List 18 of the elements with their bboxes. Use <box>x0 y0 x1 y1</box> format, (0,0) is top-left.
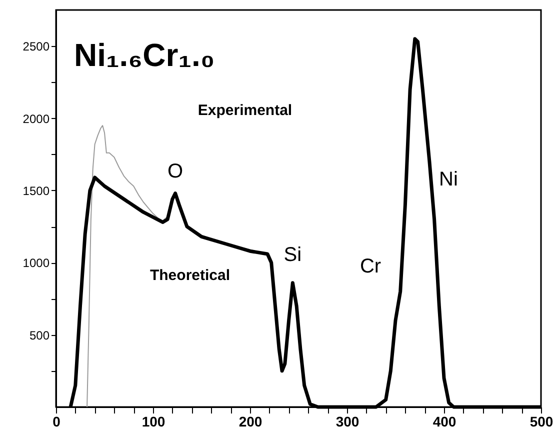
x-tick-label: 200 <box>238 414 262 430</box>
annotation: Cr <box>360 255 382 278</box>
y-tick-label: 2000 <box>22 112 50 126</box>
annotation: Ni <box>439 168 458 191</box>
annotation: Si <box>284 244 302 266</box>
x-tick-label: 0 <box>52 414 61 430</box>
annotation: Theoretical <box>150 267 230 284</box>
x-tick-label: 300 <box>336 414 360 430</box>
y-tick-label: 1500 <box>22 184 50 198</box>
x-tick-label: 500 <box>530 414 554 430</box>
y-tick-label: 2500 <box>22 40 50 54</box>
annotation: Experimental <box>198 102 292 119</box>
text: Ni₁.₆Cr₁.₀ <box>74 37 215 73</box>
x-tick-label: 400 <box>432 414 456 430</box>
y-tick-label: 500 <box>29 328 50 342</box>
x-tick-label: 100 <box>142 414 166 430</box>
annotation: O <box>168 160 184 182</box>
y-tick-label: 1000 <box>22 256 50 270</box>
